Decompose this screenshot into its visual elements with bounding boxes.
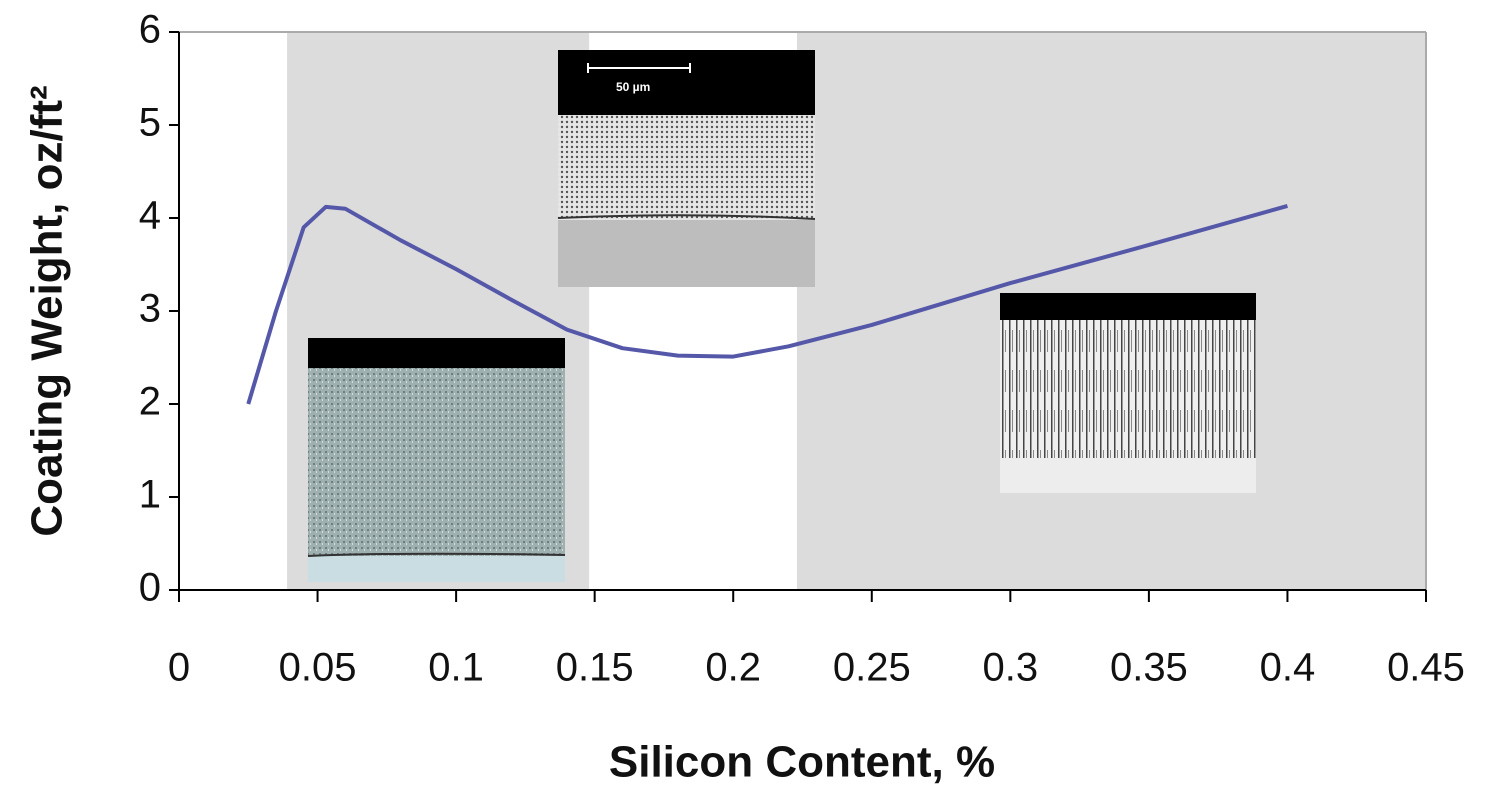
x-tick-label: 0.45 xyxy=(1387,646,1465,690)
x-tick-label: 0.4 xyxy=(1260,646,1316,690)
scale-label: 50 µm xyxy=(616,80,650,94)
x-tick-label: 0.15 xyxy=(556,646,634,690)
micrographs: 50 µm xyxy=(307,50,1256,582)
y-tick-label: 4 xyxy=(139,194,161,238)
micrograph-high xyxy=(1000,293,1256,493)
y-tick-label: 0 xyxy=(139,566,161,610)
y-tick-label: 5 xyxy=(139,101,161,145)
x-tick-label: 0.3 xyxy=(983,646,1039,690)
x-tick-label: 0.1 xyxy=(428,646,484,690)
x-axis-title: Silicon Content, % xyxy=(609,738,995,787)
x-tick-label: 0.35 xyxy=(1110,646,1188,690)
micrograph-low xyxy=(307,338,566,582)
x-tick-label: 0.2 xyxy=(705,646,761,690)
y-tick-label: 1 xyxy=(139,473,161,517)
y-tick-label: 6 xyxy=(139,8,161,52)
micrograph-mid: 50 µm xyxy=(557,50,816,287)
y-axis-title: Coating Weight, oz/ft² xyxy=(23,85,72,536)
x-tick-label: 0.05 xyxy=(279,646,357,690)
y-tick-label: 3 xyxy=(139,287,161,331)
y-tick-label: 2 xyxy=(139,380,161,424)
data-line xyxy=(246,203,1288,405)
x-tick-label: 0 xyxy=(168,646,190,690)
x-tick-label: 0.25 xyxy=(833,646,911,690)
